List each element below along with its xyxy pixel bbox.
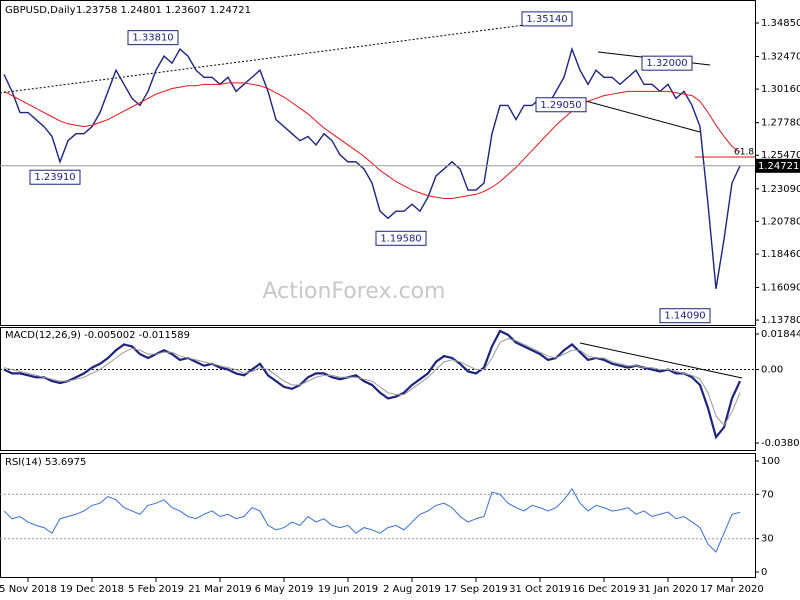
annotation-box	[641, 55, 693, 71]
series-line	[3, 46, 741, 289]
annotation-label: 1.35140	[526, 14, 567, 25]
annotation-label: 1.32000	[646, 58, 687, 69]
annotation-box	[127, 30, 179, 46]
y-tick-label: 100	[761, 456, 780, 467]
macd-title: MACD(12,26,9) -0.005002 -0.011589	[5, 330, 190, 341]
y-tick-label: 1.13780	[761, 315, 800, 326]
y-tick-label: 0	[761, 567, 767, 578]
annotation-label: 1.19580	[380, 233, 421, 244]
y-tick-label: 1.30160	[761, 84, 800, 95]
y-tick-label: 0.00	[761, 365, 783, 376]
x-tick-label: 31 Oct 2019	[509, 584, 571, 595]
channel-line	[581, 99, 701, 133]
annotation-label: 1.29050	[540, 100, 581, 111]
y-tick-label: 0.018442	[761, 329, 800, 340]
series-line	[3, 82, 741, 200]
macd-trend-line	[579, 342, 743, 379]
last-price-box	[755, 158, 800, 173]
x-tick-label: 31 Jan 2020	[638, 584, 698, 595]
y-tick-label: 1.20780	[761, 216, 800, 227]
last-price-label: 1.24721	[758, 161, 799, 172]
y-tick-label: 1.23090	[761, 184, 800, 195]
x-tick-label: 16 Dec 2019	[572, 584, 636, 595]
series-line	[3, 329, 741, 440]
x-tick-label: 5 Nov 2018	[0, 584, 57, 595]
x-tick-label: 19 Jun 2019	[318, 584, 378, 595]
annotation-box	[375, 230, 427, 246]
y-tick-label: 1.25470	[761, 150, 800, 161]
x-tick-label: 21 Mar 2019	[188, 584, 251, 595]
rsi-panel	[0, 453, 756, 578]
series-line	[3, 487, 741, 553]
annotation-box	[659, 308, 711, 324]
y-tick-label: 30	[761, 534, 774, 545]
annotation-box	[521, 11, 573, 27]
x-tick-label: 19 Dec 2018	[60, 584, 124, 595]
x-tick-label: 6 May 2019	[255, 584, 314, 595]
y-tick-label: 1.34850	[761, 18, 800, 29]
ohlc-readout: 1.23758 1.24801 1.23607 1.24721	[76, 5, 251, 16]
annotation-box	[535, 97, 587, 113]
y-tick-label: 1.27780	[761, 118, 800, 129]
price-title: GBPUSD,Daily	[5, 5, 76, 16]
annotation-label: 1.33810	[132, 33, 173, 44]
fib-label: 61.8	[734, 148, 754, 158]
trend-line	[0, 21, 549, 94]
y-tick-label: 1.18460	[761, 249, 800, 260]
x-tick-label: 2 Aug 2019	[383, 584, 441, 595]
y-tick-label: 1.16090	[761, 282, 800, 293]
y-tick-label: 70	[761, 489, 774, 500]
macd-panel	[0, 327, 756, 451]
x-tick-label: 17 Sep 2019	[444, 584, 507, 595]
rsi-title: RSI(14) 53.6975	[5, 457, 86, 468]
y-tick-label: 1.32470	[761, 52, 800, 63]
annotation-label: 1.23910	[34, 172, 75, 183]
annotation-box	[29, 169, 81, 185]
y-tick-label: -0.038095	[761, 438, 800, 449]
annotation-label: 1.14090	[664, 311, 705, 322]
watermark: ActionForex.com	[263, 279, 446, 304]
x-tick-label: 17 Mar 2020	[700, 584, 763, 595]
series-line	[3, 338, 741, 427]
x-tick-label: 5 Feb 2019	[128, 584, 184, 595]
